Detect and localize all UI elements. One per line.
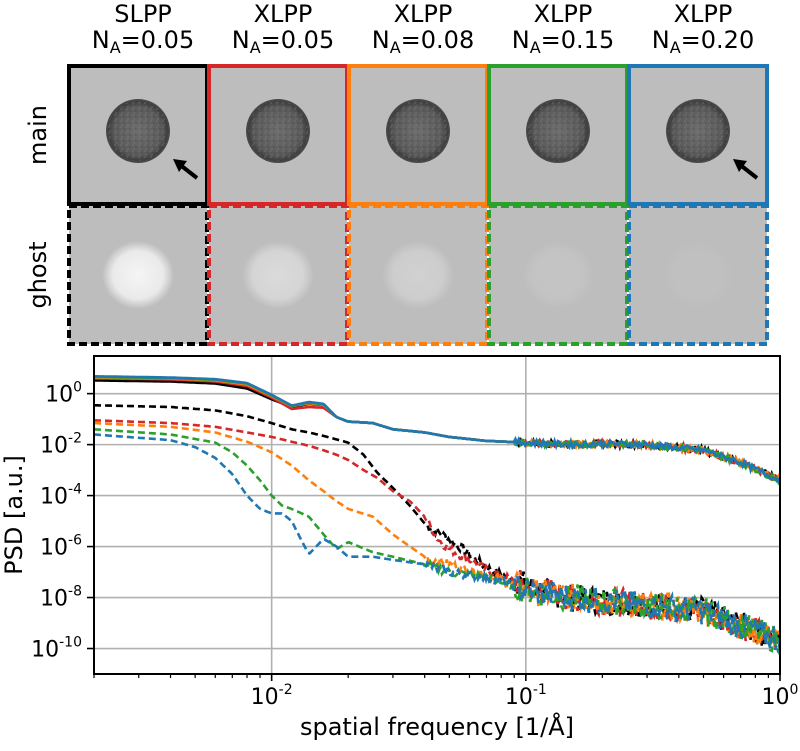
col-title-na: NA=0.08 bbox=[372, 26, 474, 57]
arrow-icon bbox=[173, 159, 199, 180]
na-symbol: N bbox=[92, 26, 110, 54]
panel-border bbox=[627, 64, 769, 206]
row-label-main: main bbox=[24, 105, 52, 165]
na-symbol: N bbox=[372, 26, 390, 54]
panel-main-3 bbox=[347, 64, 489, 206]
arrow-icon bbox=[733, 159, 759, 180]
x-tick-label: 10-1 bbox=[505, 682, 547, 710]
x-tick-label: 10-2 bbox=[251, 682, 293, 710]
panel-main-2 bbox=[207, 64, 349, 206]
na-subscript: A bbox=[250, 38, 261, 57]
particle-texture bbox=[108, 101, 168, 161]
col-title-method: XLPP bbox=[674, 0, 733, 28]
ghost-blob bbox=[522, 241, 594, 309]
y-tick-label: 10-6 bbox=[40, 533, 82, 561]
panel-main-1 bbox=[67, 64, 209, 206]
col-title-na: NA=0.05 bbox=[92, 26, 194, 57]
col-title-method: XLPP bbox=[394, 0, 453, 28]
y-tick-label: 100 bbox=[45, 380, 82, 408]
series-line bbox=[94, 403, 780, 651]
y-tick-label: 10-2 bbox=[40, 431, 82, 459]
na-value: =0.05 bbox=[121, 26, 195, 54]
col-title-na: NA=0.15 bbox=[512, 26, 614, 57]
na-value: =0.20 bbox=[681, 26, 755, 54]
panel-ghost-3 bbox=[347, 204, 489, 346]
panel-ghost-5 bbox=[627, 204, 769, 346]
series-line bbox=[94, 379, 780, 484]
panel-border bbox=[627, 204, 769, 346]
panel-ghost-4 bbox=[487, 204, 629, 346]
psd-chart: 10-2 10-1 100 100 10-2 10-4 10-6 10-8 10-10 spati… bbox=[0, 355, 799, 741]
na-symbol: N bbox=[652, 26, 670, 54]
na-symbol: N bbox=[512, 26, 530, 54]
particle-texture bbox=[668, 101, 728, 161]
panel-ghost-2 bbox=[207, 204, 349, 346]
x-tick-label: 100 bbox=[762, 682, 799, 710]
col-title-na: NA=0.20 bbox=[652, 26, 754, 57]
panel-ghost-1 bbox=[67, 204, 209, 346]
ghost-blob bbox=[382, 241, 454, 309]
na-value: =0.05 bbox=[261, 26, 335, 54]
ghost-blob bbox=[102, 241, 174, 309]
y-tick-label: 10-4 bbox=[40, 482, 82, 510]
y-tick-label: 10-8 bbox=[40, 584, 82, 612]
series-line bbox=[94, 421, 780, 648]
y-axis-label: PSD [a.u.] bbox=[0, 455, 28, 575]
particle-texture bbox=[388, 101, 448, 161]
panel-main-5 bbox=[627, 64, 769, 206]
image-panels: SLPPNA=0.05XLPPNA=0.05XLPPNA=0.08XLPPNA=… bbox=[24, 0, 769, 346]
col-title-method: XLPP bbox=[254, 0, 313, 28]
series-line bbox=[94, 433, 780, 653]
x-axis-label: spatial frequency [1/Å] bbox=[300, 712, 574, 741]
col-title-method: SLPP bbox=[114, 0, 172, 28]
series-line bbox=[94, 428, 780, 655]
col-title-na: NA=0.05 bbox=[232, 26, 334, 57]
na-value: =0.15 bbox=[541, 26, 615, 54]
panel-main-4 bbox=[487, 64, 629, 206]
na-subscript: A bbox=[530, 38, 541, 57]
particle-texture bbox=[248, 101, 308, 161]
na-subscript: A bbox=[110, 38, 121, 57]
plot-frame bbox=[93, 355, 781, 675]
na-value: =0.08 bbox=[401, 26, 475, 54]
ghost-blob bbox=[662, 241, 734, 309]
na-symbol: N bbox=[232, 26, 250, 54]
na-subscript: A bbox=[670, 38, 681, 57]
na-subscript: A bbox=[390, 38, 401, 57]
row-label-ghost: ghost bbox=[24, 241, 52, 308]
col-title-method: XLPP bbox=[534, 0, 593, 28]
y-tick-label: 10-10 bbox=[31, 635, 82, 663]
particle-texture bbox=[528, 101, 588, 161]
ghost-blob bbox=[242, 241, 314, 309]
series-group bbox=[94, 374, 780, 655]
series-line bbox=[94, 419, 780, 649]
series-line bbox=[94, 374, 780, 484]
